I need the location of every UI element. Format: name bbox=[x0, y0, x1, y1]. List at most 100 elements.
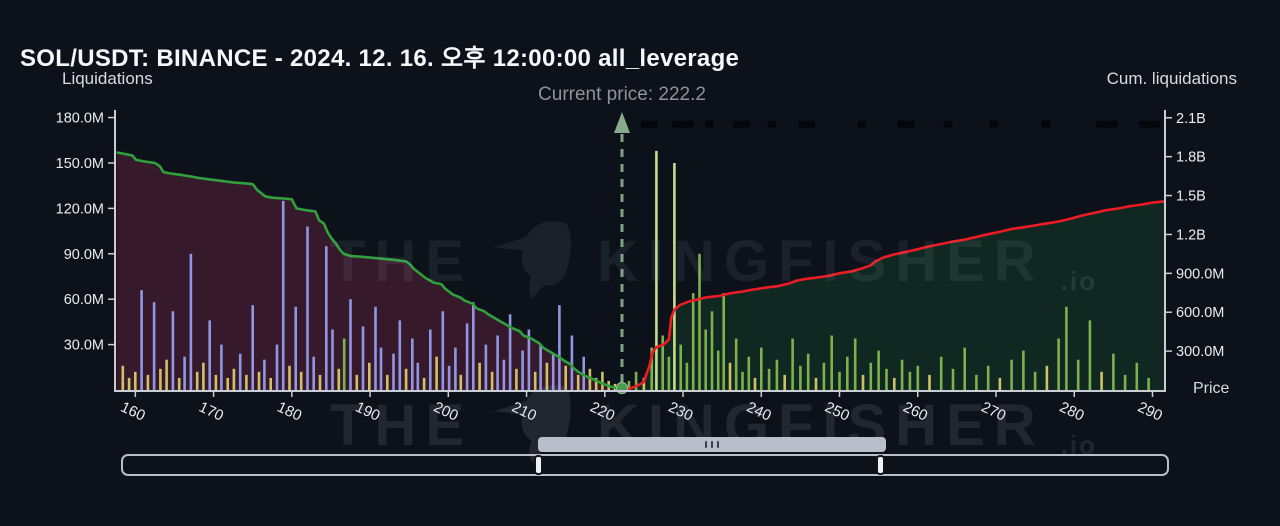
liquidation-bar bbox=[294, 306, 297, 390]
liquidation-bar bbox=[232, 368, 236, 390]
cumulative-liquidations-below-price-area bbox=[116, 152, 623, 390]
liquidation-bar bbox=[722, 293, 725, 390]
range-slider-thumb[interactable] bbox=[538, 437, 886, 452]
x-tick-label: 190 bbox=[353, 399, 383, 425]
liquidation-bar bbox=[1065, 306, 1068, 390]
liquidation-bar bbox=[515, 368, 518, 390]
liquidation-bar bbox=[685, 362, 689, 390]
liquidation-bar bbox=[1057, 338, 1060, 390]
liquidation-bar bbox=[1112, 353, 1115, 390]
liquidation-bar bbox=[269, 377, 272, 390]
liquidation-bar bbox=[1147, 377, 1150, 390]
liquidation-bar bbox=[582, 356, 585, 390]
top-dash bbox=[989, 120, 999, 128]
liquidation-bar bbox=[799, 365, 802, 390]
range-slider-handle-right[interactable] bbox=[876, 455, 885, 475]
liquidation-bar bbox=[704, 329, 707, 390]
liquidation-bar bbox=[454, 347, 457, 390]
liquidation-bar bbox=[379, 347, 383, 390]
liquidation-bar bbox=[342, 338, 346, 390]
liquidation-bar bbox=[508, 314, 512, 390]
liquidation-bar bbox=[533, 371, 537, 390]
liquidation-bar bbox=[465, 323, 469, 390]
left-tick-label: 30.0M bbox=[64, 338, 104, 354]
range-slider-track[interactable] bbox=[121, 454, 1169, 476]
liquidation-bar bbox=[570, 335, 574, 390]
liquidation-bar bbox=[667, 356, 671, 390]
liquidation-bar bbox=[728, 362, 732, 390]
liquidation-bar bbox=[576, 374, 580, 390]
liquidation-bar bbox=[916, 365, 920, 390]
left-tick-label: 150.0M bbox=[56, 156, 104, 172]
liquidation-bar bbox=[435, 356, 438, 390]
liquidation-bar bbox=[189, 253, 193, 390]
page-title: SOL/USDT: BINANCE - 2024. 12. 16. 오후 12:… bbox=[20, 45, 740, 72]
top-dash bbox=[704, 120, 714, 128]
liquidation-bar bbox=[869, 362, 873, 390]
liquidation-bar bbox=[422, 377, 426, 390]
liquidation-bar bbox=[165, 359, 168, 390]
right-tick-label: 1.8B bbox=[1176, 150, 1206, 166]
x-tick-label: 270 bbox=[979, 399, 1009, 425]
x-axis-title: Price bbox=[1193, 380, 1230, 397]
x-tick-label: 210 bbox=[509, 399, 539, 425]
liquidation-bar bbox=[121, 365, 125, 390]
liquidation-bar bbox=[655, 150, 658, 390]
left-tick-label: 90.0M bbox=[64, 247, 104, 263]
liquidation-bar bbox=[634, 371, 638, 390]
top-dash bbox=[798, 120, 816, 128]
liquidation-bar bbox=[716, 350, 720, 390]
liquidation-bar bbox=[521, 350, 524, 390]
liquidation-bar bbox=[159, 368, 162, 390]
liquidation-bar bbox=[806, 353, 810, 390]
liquidation-bar bbox=[900, 359, 904, 390]
left-axis-title: Liquidations bbox=[62, 69, 153, 88]
right-tick-label: 600.0M bbox=[1176, 305, 1224, 321]
liquidation-bar bbox=[791, 338, 794, 390]
cumulative-liquidations-below-price-line bbox=[116, 151, 623, 391]
liquidation-bar bbox=[846, 356, 849, 390]
liquidation-bar bbox=[349, 299, 352, 390]
liquidation-bar bbox=[698, 253, 701, 390]
range-slider-handle-left[interactable] bbox=[534, 455, 543, 475]
x-tick-label: 230 bbox=[666, 399, 696, 425]
liquidation-bar bbox=[472, 302, 475, 390]
liquidation-bar bbox=[564, 365, 567, 390]
liquidation-bar bbox=[416, 362, 420, 390]
liquidation-bar bbox=[627, 380, 631, 390]
grip-icon bbox=[711, 441, 713, 448]
cumulative-liquidations-above-price-area bbox=[622, 201, 1165, 390]
liquidation-bar bbox=[741, 371, 744, 390]
liquidation-bar bbox=[411, 338, 414, 390]
liquidation-bar bbox=[238, 353, 242, 390]
liquidation-bar bbox=[312, 356, 315, 390]
grip-icon bbox=[705, 441, 707, 448]
liquidation-bar bbox=[822, 362, 826, 390]
liquidation-bar bbox=[459, 374, 463, 390]
liquidation-bar bbox=[257, 371, 261, 390]
liquidation-bar bbox=[767, 368, 771, 390]
liquidation-bar bbox=[331, 329, 334, 390]
liquidation-bar bbox=[558, 305, 561, 390]
liquidation-bar bbox=[183, 356, 186, 390]
liquidation-bar bbox=[368, 362, 371, 390]
top-dash bbox=[857, 120, 867, 128]
liquidation-bar bbox=[527, 329, 531, 390]
top-dash bbox=[1139, 120, 1161, 128]
liquidation-bar bbox=[642, 377, 646, 390]
x-tick-label: 220 bbox=[587, 399, 617, 425]
liquidation-bar bbox=[1076, 359, 1080, 390]
liquidation-bar bbox=[214, 374, 218, 390]
top-dash bbox=[897, 120, 915, 128]
liquidation-bar bbox=[551, 353, 555, 390]
liquidation-bar bbox=[661, 335, 664, 390]
liquidation-bar bbox=[208, 320, 211, 390]
right-tick-label: 1.2B bbox=[1176, 227, 1206, 243]
liquidation-bar bbox=[361, 326, 365, 390]
liquidation-bar bbox=[490, 371, 494, 390]
top-dash bbox=[640, 120, 658, 128]
top-dash bbox=[943, 120, 953, 128]
liquidation-bar bbox=[951, 368, 955, 390]
x-tick-label: 280 bbox=[1057, 399, 1087, 425]
